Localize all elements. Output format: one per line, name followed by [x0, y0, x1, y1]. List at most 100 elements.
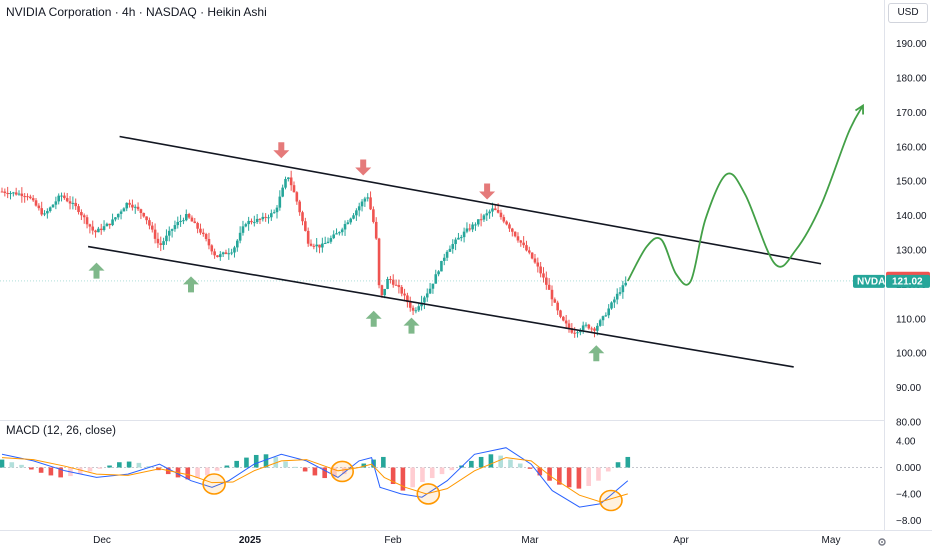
time-tick-label: May	[822, 535, 841, 546]
candle-body	[105, 223, 109, 227]
candle-body	[445, 251, 449, 258]
candle-body	[136, 206, 140, 210]
candle-body	[26, 196, 29, 198]
candle-body	[437, 271, 440, 275]
candle-body	[357, 206, 361, 211]
candle-body	[618, 292, 622, 294]
time-tick-label: 2025	[239, 535, 262, 546]
macd-histogram-bar	[234, 460, 239, 468]
candle-body	[516, 236, 520, 241]
candle-body	[377, 238, 381, 286]
candle-body	[114, 217, 117, 220]
price-tick-label: 190.00	[896, 39, 927, 50]
candle-body	[159, 243, 163, 245]
candle-body	[173, 225, 177, 230]
upper-channel-line[interactable]	[119, 135, 822, 265]
candle-body	[366, 197, 370, 199]
projection-path[interactable]	[627, 105, 864, 286]
candle-body	[624, 282, 627, 286]
candle-body	[3, 191, 7, 193]
candle-body	[99, 228, 103, 231]
candle-body	[380, 285, 384, 296]
candle-body	[547, 284, 551, 290]
candle-body	[253, 222, 256, 224]
candle-body	[162, 241, 165, 245]
macd-line[interactable]	[1, 447, 629, 508]
candle-body	[383, 288, 387, 296]
candle-body	[394, 284, 398, 286]
settings-gear-icon[interactable]	[876, 536, 888, 548]
lower-channel-line[interactable]	[87, 245, 794, 368]
candle-body	[326, 241, 330, 244]
candle-body	[315, 244, 318, 247]
candle-body	[20, 193, 24, 197]
candle-body	[508, 224, 511, 229]
candle-body	[37, 205, 41, 209]
candle-body	[607, 308, 610, 316]
macd-legend-label: MACD (12, 26, close)	[6, 425, 116, 437]
signal-line[interactable]	[1, 457, 628, 503]
candle-body	[97, 228, 100, 233]
candle-body	[199, 228, 202, 233]
candle-body	[573, 332, 576, 334]
macd-cross-circle	[202, 473, 226, 495]
candle-body	[40, 208, 43, 215]
candle-body	[621, 285, 625, 293]
macd-histogram-bar	[77, 467, 83, 475]
candle-body	[459, 237, 463, 239]
candle-body	[604, 315, 608, 317]
price-tick-label: 80.00	[896, 418, 921, 429]
candle-body	[528, 250, 531, 253]
candle-body	[346, 222, 350, 225]
macd-histogram-bar	[341, 467, 347, 475]
macd-histogram-bar	[224, 465, 230, 468]
candle-body	[511, 228, 514, 232]
candle-body	[43, 213, 46, 215]
candle-body	[125, 202, 129, 209]
time-tick-label: Feb	[384, 535, 402, 546]
macd-histogram-bar	[244, 457, 249, 468]
candle-body	[301, 212, 304, 222]
chart-title: NVIDIA Corporation · 4h · NASDAQ · Heiki…	[6, 5, 267, 19]
candle-body	[224, 252, 228, 255]
candle-body	[420, 302, 423, 307]
candle-body	[142, 212, 146, 217]
candle-body	[287, 177, 290, 180]
candle-body	[6, 192, 9, 195]
candle-body	[278, 196, 282, 208]
price-pane[interactable]	[0, 103, 884, 368]
candle-body	[491, 208, 494, 212]
arrow-up-icon	[88, 262, 105, 279]
macd-histogram-bar	[429, 467, 435, 479]
candle-body	[102, 226, 106, 231]
candle-body	[539, 266, 542, 274]
price-tick-label: 180.00	[896, 74, 927, 85]
candle-body	[556, 302, 559, 311]
candle-body	[601, 316, 605, 321]
currency-button[interactable]: USD	[888, 3, 928, 23]
symbol-tag-label: NVDA	[857, 276, 885, 287]
macd-histogram-bar	[439, 467, 445, 475]
macd-tick-label: 0.000	[896, 463, 921, 474]
candle-body	[71, 202, 75, 204]
macd-histogram-bar	[527, 467, 533, 469]
candle-body	[386, 278, 389, 289]
candle-body	[133, 206, 137, 208]
candle-body	[292, 185, 296, 193]
candle-body	[179, 220, 182, 222]
candle-body	[88, 224, 92, 227]
macd-histogram-bar	[576, 467, 582, 489]
candle-body	[250, 220, 253, 223]
candle-body	[434, 274, 438, 284]
macd-pane[interactable]	[0, 447, 884, 512]
candle-body	[244, 224, 248, 227]
candle-body	[190, 217, 194, 222]
macd-histogram-bar	[117, 462, 122, 468]
candle-body	[187, 214, 191, 218]
candle-body	[227, 253, 231, 255]
candle-body	[374, 221, 378, 239]
candle-body	[91, 226, 95, 231]
candle-body	[400, 287, 404, 294]
